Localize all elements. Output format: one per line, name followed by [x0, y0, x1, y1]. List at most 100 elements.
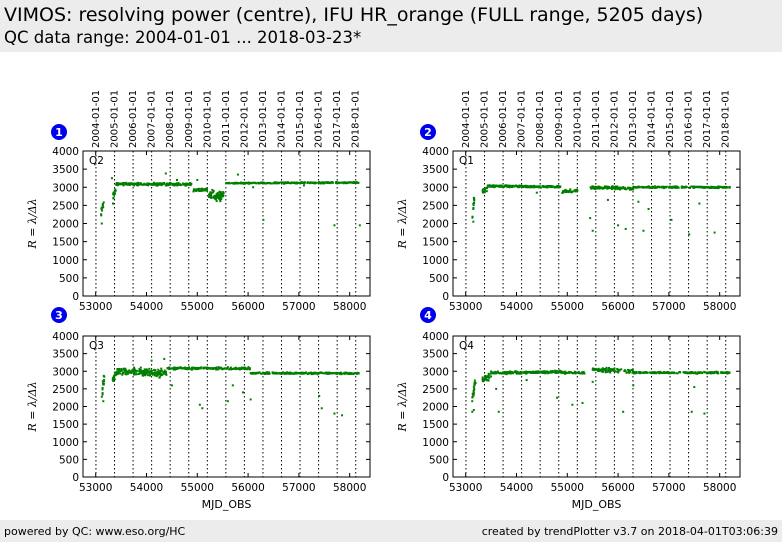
data-point [602, 368, 605, 371]
data-point [102, 201, 105, 204]
data-point [153, 183, 156, 186]
data-point [647, 208, 650, 210]
date-tick-label: 2014-01-01 [647, 90, 658, 148]
data-point [641, 371, 644, 374]
data-point [668, 185, 671, 188]
data-point [564, 188, 567, 191]
data-point [571, 372, 574, 375]
data-point [707, 186, 710, 189]
data-point [332, 372, 335, 375]
data-point [655, 186, 658, 189]
data-point [282, 371, 285, 374]
data-point [209, 191, 212, 194]
data-point [282, 182, 285, 185]
data-point [637, 185, 640, 188]
data-point [151, 183, 154, 186]
data-point [537, 186, 540, 189]
data-point [280, 181, 283, 184]
data-point [172, 367, 175, 370]
data-point [512, 184, 515, 187]
data-point [611, 368, 614, 371]
data-point [624, 369, 627, 372]
data-point [220, 195, 223, 198]
data-point [333, 224, 336, 227]
x-tick-label: 58000 [333, 482, 366, 494]
data-point [688, 372, 691, 375]
data-point [667, 372, 670, 375]
data-point [112, 380, 115, 383]
date-tick-label: 2010-01-01 [202, 90, 213, 148]
data-point [691, 371, 694, 374]
data-point [238, 182, 241, 185]
chart-panel-2: 0 500 1000 1500 2000 2500 3000 3500 4000 53000 540… [396, 90, 741, 313]
data-point [602, 369, 605, 372]
data-point [267, 371, 270, 374]
data-point [158, 182, 161, 185]
data-point [249, 372, 252, 375]
data-point [227, 182, 230, 185]
data-point [324, 371, 327, 374]
data-point [150, 359, 153, 362]
data-point [541, 370, 544, 373]
data-point [696, 371, 699, 374]
data-point [573, 189, 576, 192]
data-point [141, 374, 144, 377]
data-point [473, 387, 476, 390]
data-point [518, 371, 521, 374]
data-point [644, 371, 647, 374]
data-point [510, 185, 513, 188]
data-point [701, 186, 704, 189]
data-point [173, 184, 176, 187]
data-point [112, 196, 115, 199]
data-point [223, 367, 226, 370]
data-point [651, 371, 654, 374]
y-tick-label: 2000 [422, 219, 449, 231]
data-point [472, 220, 475, 223]
data-point [549, 185, 552, 188]
data-point [335, 181, 338, 184]
data-point [645, 186, 648, 189]
data-point [527, 186, 530, 189]
data-point [472, 197, 475, 200]
data-point [524, 185, 527, 188]
data-point [210, 196, 213, 199]
data-point [535, 185, 538, 188]
data-point [590, 187, 593, 190]
data-point [549, 371, 552, 374]
x-tick-label: 54000 [130, 301, 163, 313]
data-point [502, 185, 505, 188]
data-point [101, 388, 104, 391]
data-point [265, 372, 268, 375]
data-point [113, 374, 116, 377]
x-tick-label: 57000 [652, 482, 685, 494]
data-point [254, 371, 257, 374]
data-point [112, 191, 115, 194]
data-point [348, 181, 351, 184]
data-point [674, 185, 677, 188]
data-point [573, 370, 576, 373]
data-point [471, 410, 474, 413]
data-point [152, 369, 155, 372]
y-tick-label: 3500 [422, 349, 449, 361]
data-point [266, 372, 269, 375]
page-title: VIMOS: resolving power (centre), IFU HR_… [4, 4, 704, 26]
data-point [132, 372, 135, 375]
data-point [199, 189, 202, 192]
data-point [497, 410, 500, 413]
data-point [471, 215, 474, 218]
data-point [610, 188, 613, 191]
data-point [148, 370, 151, 373]
data-point [269, 182, 272, 185]
data-point [155, 183, 158, 186]
data-point [605, 187, 608, 190]
data-point [246, 181, 249, 184]
data-point [306, 372, 309, 375]
data-point [271, 182, 274, 185]
data-point [571, 190, 574, 193]
x-tick-label: 58000 [333, 301, 366, 313]
data-point [563, 370, 566, 373]
data-point [594, 368, 597, 371]
data-point [613, 367, 616, 370]
data-point [490, 370, 493, 373]
data-point [111, 202, 114, 205]
